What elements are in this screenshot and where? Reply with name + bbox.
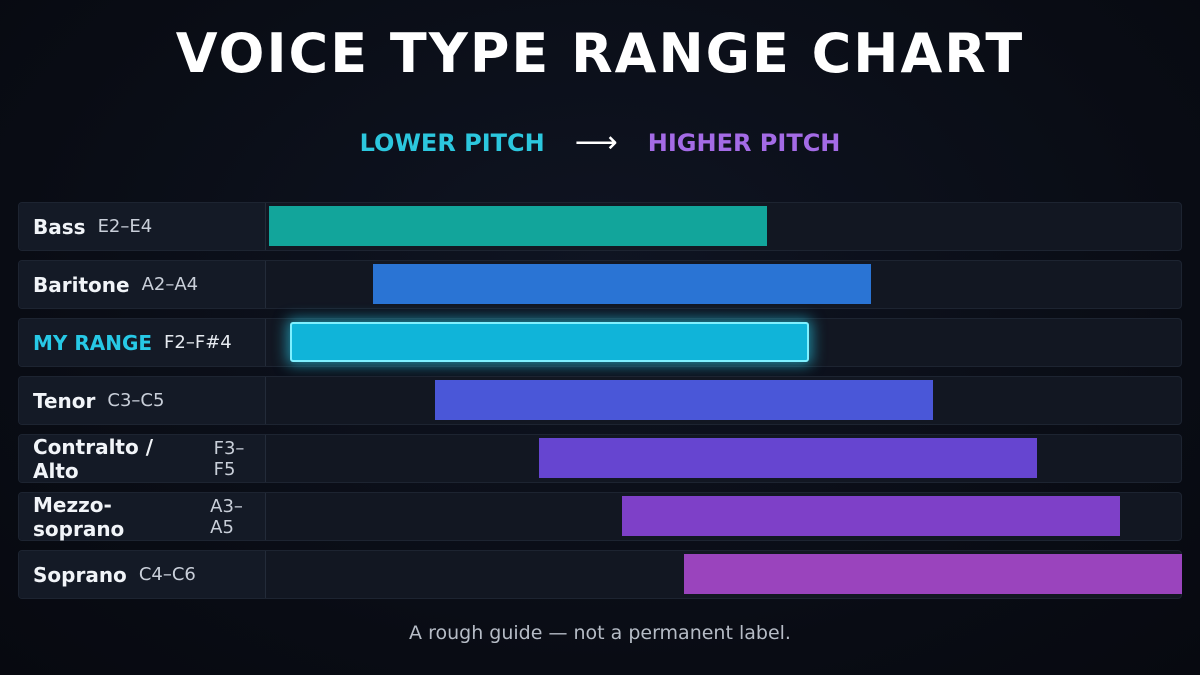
voice-name: Contralto / Alto (33, 434, 153, 483)
voice-range-text: C3–C5 (107, 390, 165, 411)
range-bar (621, 496, 1120, 536)
range-track (268, 435, 1181, 482)
range-track (268, 551, 1182, 598)
voice-label: Tenor C3–C5 (19, 377, 266, 424)
voice-name: Baritone (33, 272, 130, 297)
range-track (268, 261, 1181, 308)
voice-range-text: C4–C6 (138, 564, 196, 585)
voice-name: MY RANGE (33, 330, 153, 355)
range-bar (538, 438, 1037, 478)
voice-row: Mezzo-soprano A3–A5 (18, 492, 1182, 541)
voice-range-text: F3–F5 (213, 437, 245, 480)
voice-name: Soprano (33, 562, 127, 587)
range-bar (684, 554, 1182, 594)
voice-range-text: A2–A4 (141, 274, 199, 295)
voice-label: Mezzo-soprano A3–A5 (19, 492, 266, 541)
voice-row: Tenor C3–C5 (18, 376, 1182, 425)
voice-label: Baritone A2–A4 (19, 261, 266, 308)
voice-name: Bass (33, 214, 86, 239)
range-bar (435, 380, 933, 420)
voice-label: Soprano C4–C6 (19, 551, 266, 598)
voice-range-text: F2–F#4 (164, 332, 232, 353)
voice-label: Bass E2–E4 (19, 203, 266, 250)
voice-name: Mezzo-soprano (33, 492, 125, 541)
range-track (268, 319, 1181, 366)
voice-label: MY RANGE F2–F#4 (19, 319, 266, 366)
right-arrow-icon: ⟶ (574, 125, 618, 160)
voice-row: Baritone A2–A4 (18, 260, 1182, 309)
voice-row: Soprano C4–C6 (18, 550, 1182, 599)
range-bar (269, 206, 767, 246)
range-track (268, 203, 1181, 250)
range-bar (289, 322, 809, 362)
pitch-direction-legend: LOWER PITCH ⟶ HIGHER PITCH (0, 128, 1200, 158)
voice-row: Contralto / Alto F3–F5 (18, 434, 1182, 483)
voice-range-text: E2–E4 (97, 216, 153, 237)
range-bar (372, 264, 871, 304)
chart-title: VOICE TYPE RANGE CHART (175, 22, 1025, 85)
voice-label: Contralto / Alto F3–F5 (19, 434, 266, 483)
voice-row: Bass E2–E4 (18, 202, 1182, 251)
chart-caption: A rough guide — not a permanent label. (409, 622, 791, 644)
range-track (268, 493, 1181, 540)
lower-pitch-label: LOWER PITCH (359, 129, 545, 157)
voice-range-text: A3–A5 (210, 495, 243, 538)
voice-name: Tenor (33, 388, 96, 413)
range-track (268, 377, 1181, 424)
higher-pitch-label: HIGHER PITCH (647, 129, 841, 157)
voice-row: MY RANGE F2–F#4 (18, 318, 1182, 367)
